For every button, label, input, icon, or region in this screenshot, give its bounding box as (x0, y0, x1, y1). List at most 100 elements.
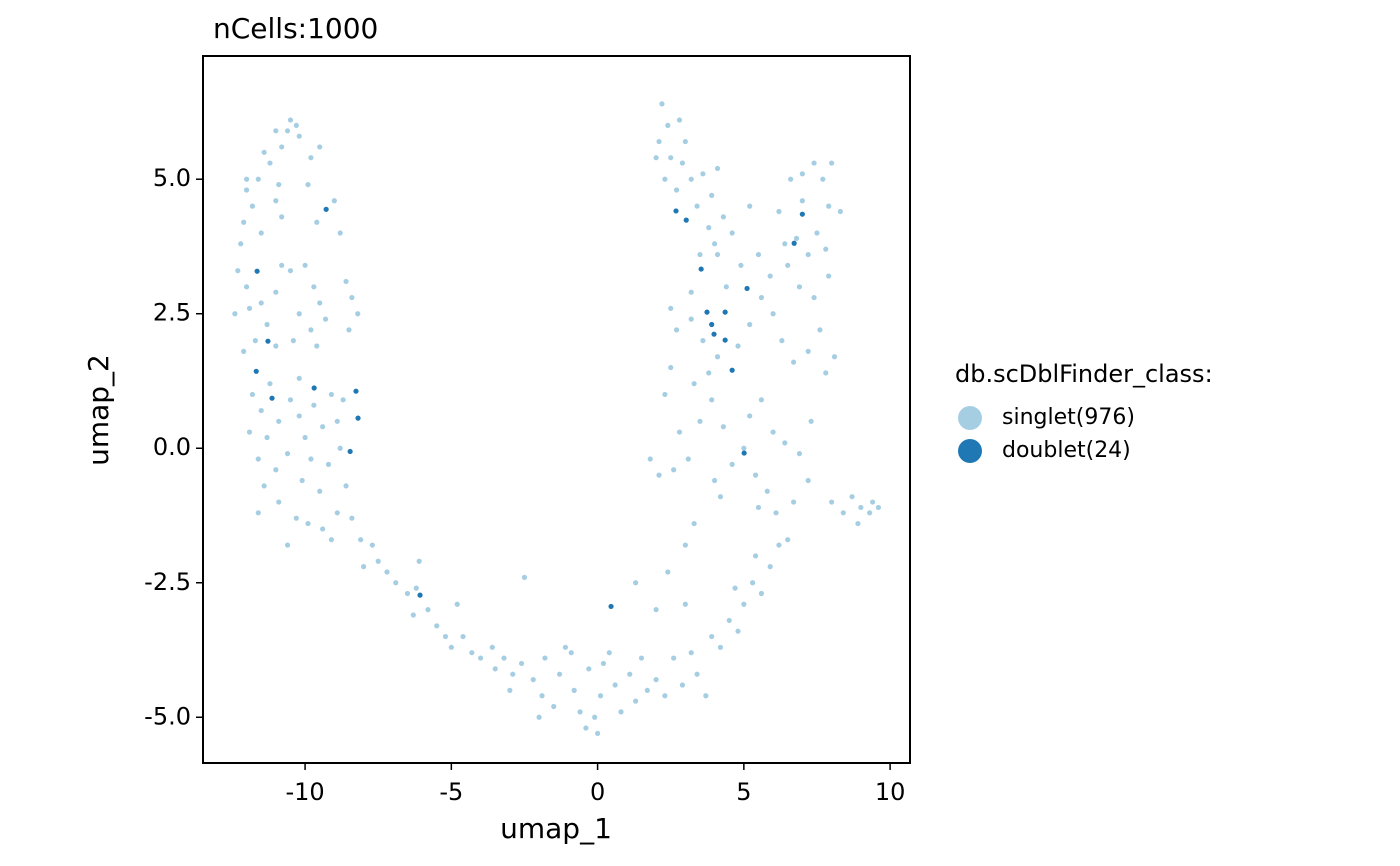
legend-swatch (958, 439, 982, 463)
point (869, 499, 876, 505)
point (375, 558, 381, 564)
point (296, 311, 302, 317)
point (586, 666, 592, 672)
point (668, 155, 674, 161)
point (790, 499, 797, 505)
point (267, 160, 273, 166)
point (709, 397, 715, 403)
point (875, 504, 882, 511)
point (712, 241, 718, 247)
point (709, 192, 715, 198)
point (416, 558, 422, 564)
point (653, 155, 659, 161)
legend-label: singlet(976) (1002, 405, 1135, 430)
point (360, 564, 367, 570)
point (694, 671, 700, 677)
point (823, 246, 829, 252)
point (770, 311, 776, 317)
point (518, 660, 525, 667)
point (682, 138, 688, 145)
point (747, 321, 753, 328)
point (328, 537, 335, 543)
point (656, 138, 662, 145)
point (320, 526, 326, 532)
y-tick-label: -5.0 (144, 702, 191, 730)
point (729, 367, 735, 373)
chart-title: nCells:1000 (213, 12, 378, 45)
y-axis-title: umap_2 (82, 354, 115, 466)
point (469, 650, 475, 656)
point (442, 633, 449, 640)
point (343, 278, 349, 285)
point (349, 515, 355, 521)
point (782, 241, 788, 247)
point (688, 316, 694, 322)
point (744, 285, 750, 292)
point (741, 601, 747, 607)
point (688, 176, 694, 182)
point (688, 289, 694, 295)
point (597, 693, 604, 699)
point (788, 176, 794, 182)
point (714, 251, 721, 258)
point (706, 370, 712, 376)
point (293, 122, 299, 129)
point (279, 214, 285, 220)
point (404, 590, 411, 597)
point (682, 601, 688, 607)
point (252, 338, 258, 344)
point (556, 671, 563, 677)
point (747, 203, 753, 209)
point (717, 494, 724, 500)
point (477, 655, 484, 661)
point (255, 456, 261, 462)
point (683, 217, 689, 223)
point (568, 650, 574, 656)
point (314, 219, 320, 225)
point (840, 510, 846, 516)
point (653, 677, 659, 683)
point (287, 397, 294, 403)
point (255, 510, 261, 516)
point (276, 181, 282, 188)
point (767, 273, 773, 279)
point (594, 730, 601, 737)
point (814, 230, 820, 236)
point (867, 510, 873, 516)
point (711, 331, 717, 337)
point (369, 542, 375, 548)
point (264, 321, 270, 328)
point (767, 564, 773, 570)
point (773, 510, 779, 516)
point (671, 655, 677, 661)
point (735, 628, 741, 634)
point (308, 456, 314, 462)
point (741, 445, 747, 451)
point (434, 623, 440, 629)
point (662, 693, 668, 699)
point (269, 395, 275, 401)
point (755, 251, 762, 258)
point (682, 542, 688, 548)
point (571, 687, 577, 693)
point (322, 316, 329, 322)
point (343, 483, 349, 489)
point (665, 122, 671, 129)
point (799, 198, 805, 204)
point (302, 262, 308, 268)
point (265, 338, 271, 344)
point (826, 203, 832, 209)
point (232, 311, 238, 317)
point (703, 693, 709, 699)
point (706, 225, 712, 231)
point (296, 413, 302, 419)
point (709, 321, 715, 328)
point (858, 504, 864, 511)
point (577, 709, 583, 715)
point (305, 520, 311, 527)
point (653, 607, 659, 613)
point (709, 633, 715, 640)
point (700, 171, 706, 177)
point (665, 569, 671, 575)
